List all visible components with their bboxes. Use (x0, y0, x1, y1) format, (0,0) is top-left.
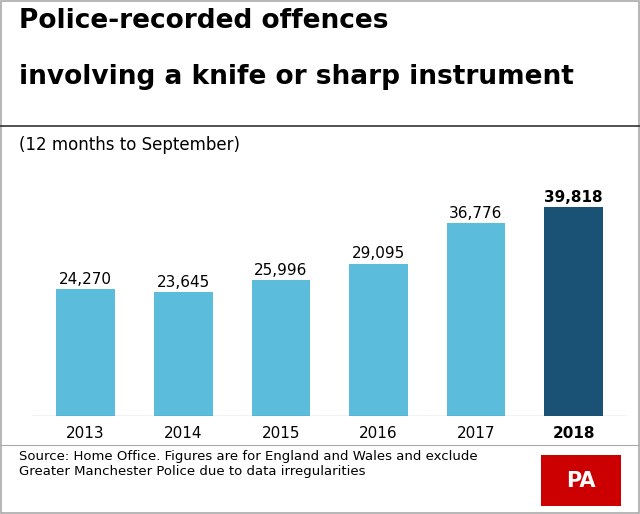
Bar (252, 280, 310, 416)
Bar (544, 207, 603, 416)
Text: 2014: 2014 (164, 426, 202, 441)
Text: 2013: 2013 (67, 426, 105, 441)
Text: 2015: 2015 (262, 426, 300, 441)
Text: PA: PA (566, 471, 596, 490)
Text: Source: Home Office. Figures are for England and Wales and exclude
Greater Manch: Source: Home Office. Figures are for Eng… (19, 450, 478, 478)
Text: involving a knife or sharp instrument: involving a knife or sharp instrument (19, 64, 574, 90)
Text: 2018: 2018 (552, 426, 595, 441)
Text: 24,270: 24,270 (59, 272, 112, 287)
Bar (154, 292, 212, 416)
Text: Police-recorded offences: Police-recorded offences (19, 8, 388, 34)
Text: 36,776: 36,776 (449, 206, 502, 221)
Text: 2016: 2016 (359, 426, 397, 441)
Bar (447, 223, 505, 416)
Text: (12 months to September): (12 months to September) (19, 136, 240, 154)
Bar (56, 289, 115, 416)
Text: 29,095: 29,095 (352, 246, 405, 262)
Text: 39,818: 39,818 (544, 190, 603, 205)
Text: 25,996: 25,996 (254, 263, 307, 278)
Text: 2017: 2017 (457, 426, 495, 441)
Text: 23,645: 23,645 (157, 275, 210, 290)
Bar (349, 264, 408, 416)
